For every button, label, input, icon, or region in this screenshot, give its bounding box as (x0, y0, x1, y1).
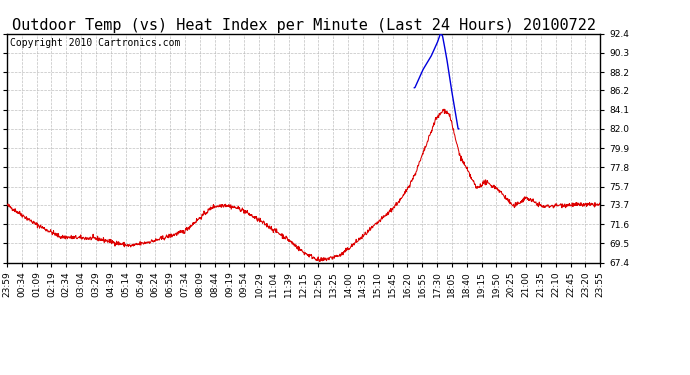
Text: Copyright 2010 Cartronics.com: Copyright 2010 Cartronics.com (10, 38, 180, 48)
Title: Outdoor Temp (vs) Heat Index per Minute (Last 24 Hours) 20100722: Outdoor Temp (vs) Heat Index per Minute … (12, 18, 595, 33)
